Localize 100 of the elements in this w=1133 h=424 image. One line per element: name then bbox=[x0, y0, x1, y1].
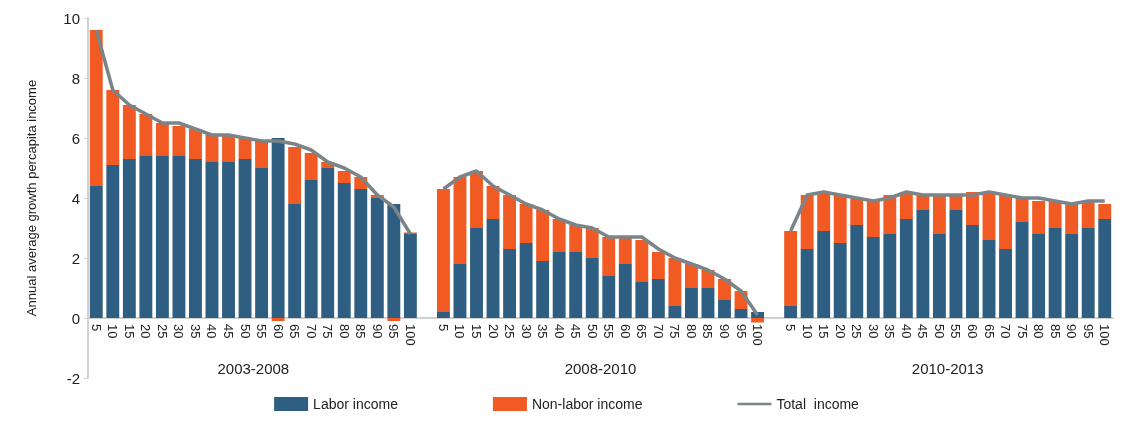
bar bbox=[519, 204, 533, 243]
x-tick-label: 40 bbox=[898, 324, 914, 339]
x-tick-label: 45 bbox=[568, 324, 584, 339]
bar bbox=[486, 219, 500, 318]
legend-label: Total income bbox=[776, 396, 860, 412]
bar bbox=[106, 90, 120, 165]
y-tick-label: 10 bbox=[63, 9, 80, 27]
bar bbox=[618, 264, 632, 318]
x-tick-label: 100 bbox=[1097, 324, 1113, 346]
bar bbox=[122, 159, 136, 318]
bar bbox=[999, 195, 1012, 249]
bar bbox=[932, 195, 946, 234]
annotation: 2010-2013 bbox=[911, 359, 984, 377]
x-tick-label: 35 bbox=[882, 324, 898, 339]
x-tick-label: 30 bbox=[171, 324, 187, 339]
x-tick-label: 75 bbox=[320, 324, 336, 339]
bar bbox=[1081, 228, 1095, 318]
bar bbox=[222, 162, 235, 318]
bar bbox=[585, 258, 599, 318]
x-tick-label: 5 bbox=[88, 324, 104, 332]
y-tick-label: 6 bbox=[71, 129, 80, 147]
x-tick-label: 100 bbox=[402, 324, 418, 346]
x-tick-label: 90 bbox=[716, 324, 732, 339]
x-tick-label: 35 bbox=[535, 324, 551, 339]
x-tick-label: 60 bbox=[617, 324, 633, 339]
bar bbox=[387, 318, 401, 321]
bar bbox=[618, 237, 632, 264]
bar bbox=[453, 264, 467, 318]
bar bbox=[1015, 222, 1029, 318]
bar bbox=[470, 228, 483, 318]
x-tick-label: 5 bbox=[783, 324, 799, 332]
bar bbox=[189, 129, 202, 159]
x-tick-label: 60 bbox=[270, 324, 286, 339]
x-tick-label: 85 bbox=[1047, 324, 1063, 339]
bar bbox=[1032, 234, 1046, 318]
bar bbox=[205, 162, 219, 318]
bar bbox=[155, 156, 169, 318]
x-tick-label: 55 bbox=[254, 324, 270, 339]
bar bbox=[536, 210, 550, 261]
x-tick-label: 25 bbox=[154, 324, 170, 339]
bar bbox=[800, 249, 814, 318]
bar bbox=[966, 225, 979, 318]
bar bbox=[651, 279, 665, 318]
bar bbox=[602, 276, 616, 318]
x-tick-label: 90 bbox=[369, 324, 385, 339]
bar bbox=[899, 219, 913, 318]
bar bbox=[866, 201, 880, 237]
legend-label: Labor income bbox=[313, 396, 399, 412]
bar bbox=[1048, 201, 1062, 228]
x-tick-label: 15 bbox=[816, 324, 832, 339]
x-tick-label: 50 bbox=[931, 324, 947, 339]
y-tick-label: -2 bbox=[66, 369, 80, 387]
bar bbox=[1065, 234, 1079, 318]
bar bbox=[1081, 201, 1095, 228]
bar bbox=[684, 264, 698, 288]
x-tick-label: 40 bbox=[204, 324, 220, 339]
bar bbox=[1032, 201, 1046, 234]
bar bbox=[668, 306, 682, 318]
y-tick-label: 0 bbox=[71, 309, 80, 327]
bar bbox=[866, 237, 880, 318]
bar bbox=[503, 249, 517, 318]
bar bbox=[718, 300, 731, 318]
legend-label: Non-labor income bbox=[531, 396, 643, 412]
x-tick-label: 20 bbox=[138, 324, 154, 339]
x-tick-label: 10 bbox=[799, 324, 815, 339]
x-tick-label: 10 bbox=[105, 324, 121, 339]
x-tick-label: 70 bbox=[650, 324, 666, 339]
bar bbox=[106, 165, 120, 318]
bar bbox=[536, 261, 550, 318]
bar bbox=[139, 114, 153, 156]
bar bbox=[370, 198, 384, 318]
bar bbox=[784, 231, 798, 306]
x-tick-label: 95 bbox=[386, 324, 402, 339]
x-tick-label: 60 bbox=[964, 324, 980, 339]
x-tick-label: 85 bbox=[700, 324, 716, 339]
x-tick-label: 80 bbox=[336, 324, 352, 339]
bar bbox=[172, 126, 186, 156]
x-tick-label: 15 bbox=[469, 324, 485, 339]
bar bbox=[552, 252, 566, 318]
bar bbox=[89, 186, 103, 318]
bar bbox=[304, 180, 318, 318]
bar bbox=[387, 204, 401, 318]
x-tick-label: 85 bbox=[353, 324, 369, 339]
bar bbox=[833, 243, 847, 318]
bar bbox=[155, 123, 169, 156]
bar bbox=[684, 288, 698, 318]
y-tick-label: 8 bbox=[71, 69, 80, 87]
x-tick-label: 95 bbox=[1080, 324, 1096, 339]
bar bbox=[784, 306, 798, 318]
bar bbox=[337, 183, 351, 318]
bar bbox=[139, 156, 153, 318]
bar bbox=[354, 189, 368, 318]
bar bbox=[817, 192, 831, 231]
bar bbox=[668, 258, 682, 306]
bar bbox=[569, 252, 583, 318]
bar bbox=[982, 240, 996, 318]
bar bbox=[817, 231, 831, 318]
bar bbox=[271, 318, 285, 321]
x-tick-label: 20 bbox=[485, 324, 501, 339]
bar bbox=[1098, 219, 1112, 318]
